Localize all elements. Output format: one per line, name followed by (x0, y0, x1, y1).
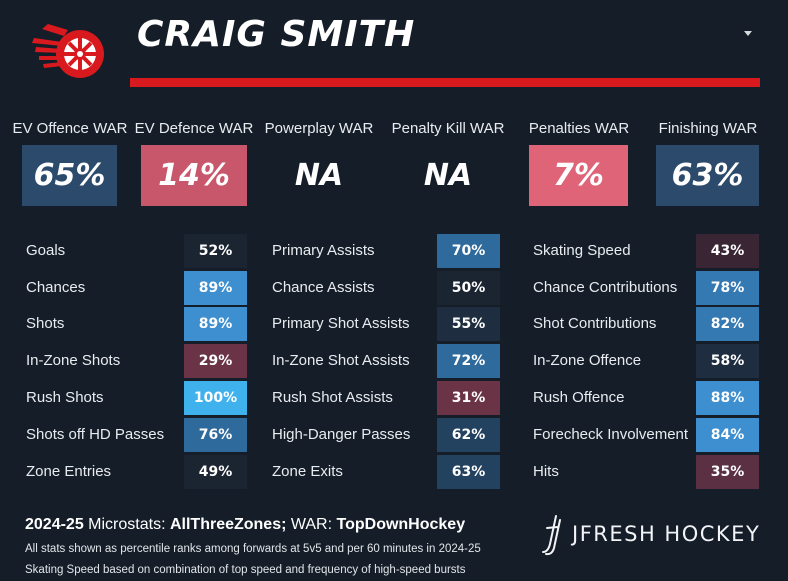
stat-label: Forecheck Involvement (533, 426, 689, 443)
title-underline (130, 78, 760, 87)
stat-label: In-Zone Shots (26, 352, 121, 369)
stat-label: In-Zone Shot Assists (272, 352, 410, 369)
stat-label: Primary Shot Assists (272, 315, 410, 332)
stat-value: 89% (184, 271, 247, 305)
stat-label: Shots off HD Passes (26, 426, 165, 443)
war-label-penalty-kill: Penalty Kill WAR (391, 120, 505, 137)
footer-note-percentile: All stats shown as percentile ranks amon… (25, 543, 481, 555)
stat-label: Rush Offence (533, 389, 625, 406)
stat-label: Zone Exits (272, 463, 343, 480)
stat-value: 49% (184, 455, 247, 489)
team-logo (32, 24, 104, 78)
stat-label: Rush Shot Assists (272, 389, 393, 406)
war-value-penalty-kill: NA (423, 158, 473, 193)
stat-value: 58% (696, 344, 759, 378)
war-value-ev-defence: 14% (141, 145, 247, 206)
stat-label: Goals (26, 242, 66, 259)
brand-name: JFRESH HOCKEY (572, 522, 761, 546)
stat-value: 70% (437, 234, 500, 268)
stat-label: Shots (26, 315, 65, 332)
war-label-powerplay: Powerplay WAR (264, 120, 374, 137)
stat-value: 35% (696, 455, 759, 489)
stat-label: In-Zone Offence (533, 352, 642, 369)
stat-label: Hits (533, 463, 559, 480)
war-value-powerplay: NA (294, 158, 344, 193)
stat-value: 100% (184, 381, 247, 415)
stat-label: Chance Contributions (533, 279, 678, 296)
stat-label: Zone Entries (26, 463, 112, 480)
stat-value: 82% (696, 307, 759, 341)
war-source-label: WAR: (290, 516, 337, 533)
stat-label: Rush Shots (26, 389, 104, 406)
footer-note-skating: Skating Speed based on combination of to… (25, 564, 466, 576)
stat-label: Shot Contributions (533, 315, 657, 332)
stat-value: 84% (696, 418, 759, 452)
stat-value: 55% (437, 307, 500, 341)
stat-value: 89% (184, 307, 247, 341)
season-label: 2024-25 (25, 516, 89, 533)
dropdown-caret-icon[interactable] (744, 31, 752, 36)
war-label-ev-defence: EV Defence WAR (134, 120, 254, 137)
stat-value: 72% (437, 344, 500, 378)
stat-label: Primary Assists (272, 242, 375, 259)
stat-value: 76% (184, 418, 247, 452)
stat-label: Skating Speed (533, 242, 631, 259)
war-label-ev-offence: EV Offence WAR (12, 120, 128, 137)
stat-value: 63% (437, 455, 500, 489)
war-label-penalties: Penalties WAR (528, 120, 630, 137)
stat-value: 88% (696, 381, 759, 415)
footer-sources: 2024-25 Microstats: AllThreeZones; WAR: … (25, 516, 465, 534)
stat-value: 43% (696, 234, 759, 268)
stat-value: 52% (184, 234, 247, 268)
player-name: CRAIG SMITH (137, 14, 416, 55)
jfresh-logo-icon (542, 515, 561, 556)
war-value-finishing: 63% (656, 145, 759, 206)
stat-value: 50% (437, 271, 500, 305)
stat-value: 78% (696, 271, 759, 305)
war-value-ev-offence: 65% (22, 145, 117, 206)
stat-label: High-Danger Passes (272, 426, 411, 443)
stat-value: 29% (184, 344, 247, 378)
stat-value: 62% (437, 418, 500, 452)
war-value-penalties: 7% (529, 145, 628, 206)
microstats-label: Microstats: (88, 516, 170, 533)
microstats-source: AllThreeZones; (169, 516, 291, 533)
stat-label: Chances (26, 279, 86, 296)
stat-label: Chance Assists (272, 279, 375, 296)
war-source: TopDownHockey (336, 516, 466, 533)
stat-value: 31% (437, 381, 500, 415)
war-label-finishing: Finishing WAR (658, 120, 758, 137)
